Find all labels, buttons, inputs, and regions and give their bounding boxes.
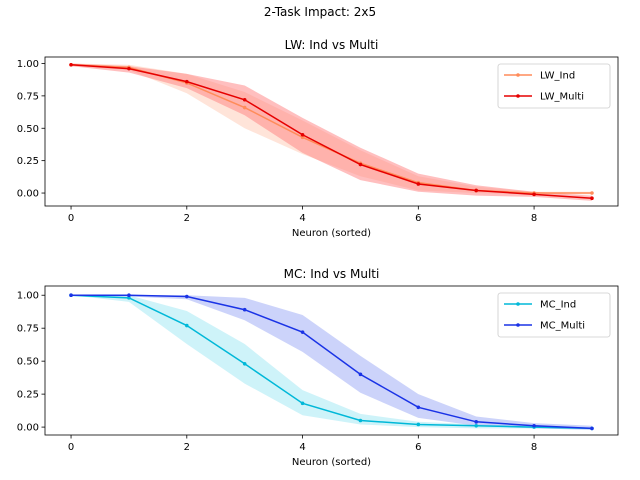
chart1-legend-marker-lw_ind <box>516 73 520 77</box>
chart2-point-mc_multi <box>590 426 594 431</box>
chart2-band-mc_multi <box>71 295 592 430</box>
chart2-ytick-label: 0.50 <box>17 357 39 368</box>
chart2-xtick-label: 6 <box>415 442 421 453</box>
chart2-xtick-label: 2 <box>184 442 190 453</box>
chart1-point-lw_ind <box>300 135 305 140</box>
chart2-ytick-label: 0.75 <box>17 324 39 335</box>
chart2-point-mc_ind <box>127 296 131 300</box>
chart2-point-mc_multi <box>416 405 421 410</box>
chart1-ytick-label: 0.50 <box>17 124 39 135</box>
chart2-point-mc_multi <box>300 330 305 334</box>
chart-panels: LW: Ind vs Multi 0 2 4 6 8 0.00 0.25 0.50 0.75 1.0… <box>17 38 619 468</box>
chart1-xlabel: Neuron (sorted) <box>292 228 371 239</box>
chart1-xtick-label: 6 <box>415 213 421 224</box>
chart2-point-mc_ind <box>300 401 305 406</box>
chart1-ytick-label: 0.75 <box>17 91 39 102</box>
chart2-legend-label-mc_ind: MC_Ind <box>540 300 576 311</box>
chart1-xtick-label: 0 <box>68 213 74 224</box>
chart2-line-mc_multi <box>71 294 592 430</box>
chart1-point-lw_multi <box>242 97 247 102</box>
chart1-band-lw_ind <box>71 63 592 195</box>
chart1-title: LW: Ind vs Multi <box>285 38 379 52</box>
chart1-legend: LW_Ind LW_Multi <box>497 63 611 109</box>
chart2-point-mc_multi <box>185 294 189 299</box>
chart1-point-lw_multi <box>185 79 189 84</box>
chart2-point-mc_multi <box>69 293 73 298</box>
chart1-group: LW: Ind vs Multi 0 2 4 6 8 0.00 0.25 0.50 0.75 1.0… <box>17 38 619 239</box>
chart2-line-mc_ind <box>71 294 592 430</box>
chart2-title: MC: Ind vs Multi <box>284 267 380 281</box>
chart2-point-mc_ind <box>474 423 478 428</box>
chart1-point-lw_multi <box>590 196 594 201</box>
chart1-ytick-label: 1.00 <box>17 59 39 70</box>
chart1-point-lw_multi <box>300 132 305 137</box>
chart1-ytick-label: 0.25 <box>17 156 39 167</box>
chart2-point-mc_multi <box>532 423 536 428</box>
chart1-point-lw_multi <box>532 192 536 197</box>
chart1-legend-marker-lw_multi <box>516 94 520 98</box>
chart2-ytick-label: 1.00 <box>17 291 39 302</box>
chart2-ytick-label: 0.25 <box>17 390 39 401</box>
chart2-point-mc_ind <box>416 422 421 427</box>
chart2-point-mc_ind <box>242 361 247 366</box>
chart2-xtick-label: 0 <box>68 442 74 453</box>
chart2-axes-frame <box>44 285 619 436</box>
chart1-axes-frame <box>44 56 619 207</box>
chart2-ytick-label: 0.00 <box>17 423 39 434</box>
figure-suptitle: 2-Task Impact: 2x5 <box>264 5 376 19</box>
chart2-point-mc_multi <box>127 293 131 298</box>
chart1-point-lw_multi <box>474 188 478 193</box>
chart2-xtick-label: 4 <box>299 442 305 453</box>
chart2-point-mc_ind <box>185 323 189 328</box>
chart1-line-lw_multi <box>70 64 593 199</box>
chart2-legend: MC_Ind MC_Multi <box>497 292 611 338</box>
chart2-xlabel: Neuron (sorted) <box>292 457 371 468</box>
chart1-point-lw_multi <box>127 66 131 71</box>
chart2-point-mc_multi <box>358 372 363 377</box>
chart1-point-lw_multi <box>416 182 421 186</box>
chart1-xtick-label: 4 <box>299 213 305 224</box>
chart1-point-lw_multi <box>358 162 363 167</box>
chart1-xtick-label: 2 <box>184 213 190 224</box>
chart2-group: MC: Ind vs Multi 0 2 4 6 8 0.00 0.25 0.50 0.75 1.0… <box>17 267 619 468</box>
chart1-point-lw_ind <box>242 105 247 110</box>
chart1-point-lw_ind <box>590 191 594 195</box>
chart2-legend-marker-mc_ind <box>516 302 520 306</box>
chart2-point-mc_multi <box>242 307 247 312</box>
chart2-point-mc_ind <box>358 418 363 423</box>
chart2-xtick-label: 8 <box>531 442 537 453</box>
chart2-legend-label-mc_multi: MC_Multi <box>540 321 585 332</box>
chart1-ytick-label: 0.00 <box>17 189 39 200</box>
chart2-legend-marker-mc_multi <box>516 323 520 327</box>
chart1-legend-label-lw_ind: LW_Ind <box>540 71 575 82</box>
chart1-point-lw_multi <box>69 62 73 67</box>
chart1-xtick-label: 8 <box>531 213 537 224</box>
chart2-band-mc_ind <box>71 295 592 430</box>
chart2-point-mc_multi <box>474 420 478 424</box>
chart1-legend-label-lw_multi: LW_Multi <box>540 92 584 103</box>
